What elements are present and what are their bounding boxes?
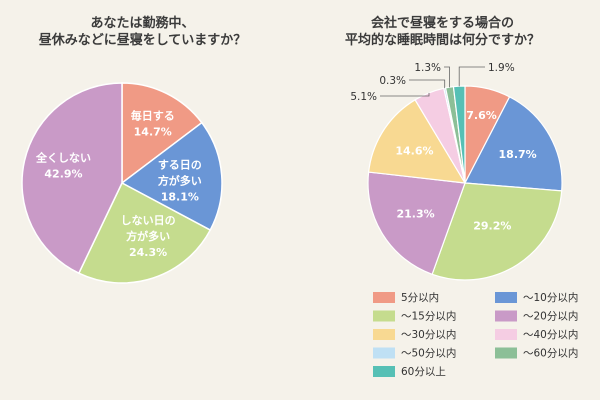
legend-swatch-7 — [373, 347, 395, 359]
left-pie-chart: 毎日する14.7%する日の方が多い18.1%しない日の方が多い24.3%全くしな… — [21, 82, 223, 284]
pie-slice-3 — [77, 181, 212, 284]
slice-label-2-line-2: 方が多い — [158, 173, 202, 187]
slice-value-3: 24.3% — [129, 246, 167, 259]
slice-label-3-line-2: 方が多い — [126, 229, 170, 243]
left-chart-title: あなたは勤務中、 昼休みなどに昼寝をしていますか？ — [0, 15, 285, 49]
right-chart-title: 会社で昼寝をする場合の 平均的な睡眠時間は何分ですか？ — [285, 15, 600, 49]
pie-slice-4 — [367, 171, 466, 276]
legend-label-1: 5分以内 — [401, 291, 439, 304]
slice-value-6: 5.1% — [350, 91, 377, 103]
slice-value-8: 1.3% — [414, 62, 441, 74]
right-chart-title-line-2: 平均的な睡眠時間は何分ですか？ — [344, 33, 540, 48]
legend-label-4: ～20分以内 — [523, 310, 578, 323]
leader-line-6 — [380, 92, 430, 97]
legend-label-2: ～10分以内 — [523, 291, 578, 304]
legend-swatch-1 — [373, 292, 395, 303]
legend-label-3: ～15分以内 — [401, 310, 456, 323]
pie-slice-5 — [367, 98, 467, 184]
legend-swatch-4 — [495, 310, 517, 322]
pie-slice-4 — [21, 82, 123, 275]
slice-label-4-line-1: 全くしない — [35, 151, 91, 165]
legend-label-6: ～40分以内 — [523, 328, 578, 341]
legend-swatch-9 — [373, 366, 395, 377]
legend-label-5: ～30分以内 — [401, 328, 456, 341]
leader-line-7 — [409, 79, 446, 89]
right-pie-chart: 7.6% 18.7% 29.2% 21.3% 14.6% 5.1%0.3% 1.3% 1.9%… — [350, 62, 578, 378]
legend-label-9: 60分以上 — [401, 366, 446, 378]
slice-value-5: 14.6% — [395, 144, 433, 157]
slice-value-2: 18.7% — [499, 148, 537, 161]
leader-line-9 — [458, 66, 485, 87]
leader-line-8 — [444, 66, 450, 88]
pie-slice-1 — [121, 82, 203, 185]
slice-value-4: 42.9% — [44, 168, 82, 181]
legend-swatch-8 — [495, 347, 517, 359]
slice-value-1: 14.7% — [134, 125, 172, 138]
legend-swatch-2 — [495, 292, 517, 303]
left-chart-title-line-1: あなたは勤務中、 — [90, 16, 195, 31]
legend-label-8: ～60分以内 — [523, 347, 578, 360]
pie-slice-3 — [431, 182, 563, 281]
slice-value-9: 1.9% — [488, 62, 515, 74]
left-chart-title-line-2: 昼休みなどに昼寝をしていますか？ — [38, 33, 247, 48]
slice-value-3: 29.2% — [473, 219, 511, 232]
legend-swatch-3 — [373, 310, 395, 322]
left-chart-panel: あなたは勤務中、 昼休みなどに昼寝をしていますか？ 毎日する 14.7% する日の方… — [0, 0, 285, 400]
slice-value-1: 7.6% — [466, 109, 497, 122]
slice-value-2: 18.1% — [161, 190, 199, 203]
slice-value-4: 21.3% — [396, 208, 434, 221]
slice-label-2-line-1: する日の — [158, 158, 202, 171]
slice-value-7: 0.3% — [379, 75, 406, 87]
legend-swatch-6 — [495, 329, 517, 340]
pie-slice-2 — [464, 96, 563, 192]
right-chart-title-line-1: 会社で昼寝をする場合の — [370, 16, 514, 31]
slice-label-3-line-1: しない日の — [121, 214, 176, 227]
pie-slice-2 — [120, 121, 223, 232]
slice-label-1-line-1: 毎日する — [131, 108, 175, 122]
right-chart-panel: 会社で昼寝をする場合の 平均的な睡眠時間は何分ですか？ 7.6% 18.7% 29.… — [285, 0, 600, 400]
legend-label-7: ～50分以内 — [401, 347, 456, 360]
legend-swatch-5 — [373, 329, 395, 340]
